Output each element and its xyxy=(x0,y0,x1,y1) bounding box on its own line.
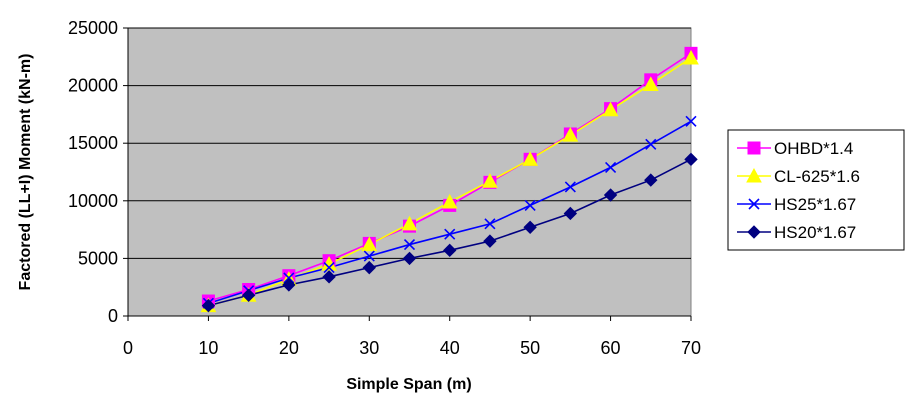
axes xyxy=(123,27,692,321)
data-point-hs20-1-67 xyxy=(241,288,256,302)
y-tick-label: 10000 xyxy=(68,191,118,211)
data-point-hs20-1-67 xyxy=(282,278,296,292)
y-tick-label: 0 xyxy=(108,306,118,326)
data-point-cl-625-1-6 xyxy=(401,215,418,231)
data-point-hs20-1-67 xyxy=(201,298,216,313)
data-point-cl-625-1-6 xyxy=(361,236,378,252)
legend: OHBD*1.4 CL-625*1.6 HS25*1.67 HS20*1.67 xyxy=(727,129,905,251)
data-point-cl-625-1-6 xyxy=(642,76,659,91)
x-tick-labels: 0 10 20 30 40 50 60 70 xyxy=(123,338,701,358)
x-tick-label: 50 xyxy=(520,338,540,358)
data-point-cl-625-1-6 xyxy=(441,193,458,209)
x-tick-label: 10 xyxy=(198,338,218,358)
x-tick-label: 30 xyxy=(359,338,379,358)
data-point-hs20-1-67 xyxy=(523,220,537,235)
data-point-cl-625-1-6 xyxy=(562,127,579,142)
data-point-hs20-1-67 xyxy=(402,251,417,266)
data-point-hs25-1-67 xyxy=(645,138,657,150)
data-point-hs20-1-67 xyxy=(362,260,376,275)
data-point-hs25-1-67 xyxy=(605,161,617,173)
data-point-cl-625-1-6 xyxy=(522,151,538,166)
data-point-cl-625-1-6 xyxy=(602,101,619,117)
data-point-cl-625-1-6 xyxy=(683,49,699,65)
y-tick-label: 15000 xyxy=(68,133,118,153)
x-tick-label: 0 xyxy=(123,338,133,358)
data-point-hs20-1-67 xyxy=(483,234,497,248)
y-tick-label: 20000 xyxy=(68,76,118,96)
legend-label-ohbd-1-4: OHBD*1.4 xyxy=(774,139,853,158)
data-point-hs25-1-67 xyxy=(524,199,536,211)
legend-marker-hs20-1-67 xyxy=(747,225,761,239)
data-point-hs20-1-67 xyxy=(322,270,336,284)
y-tick-label: 25000 xyxy=(68,18,118,38)
legend-marker-cl-625-1-6 xyxy=(746,167,762,183)
data-point-hs25-1-67 xyxy=(685,115,697,127)
legend-label-cl-625-1-6: CL-625*1.6 xyxy=(774,167,860,186)
x-tick-label: 40 xyxy=(440,338,460,358)
data-point-hs20-1-67 xyxy=(563,206,578,221)
x-axis-title: Simple Span (m) xyxy=(346,376,471,393)
legend-label-hs20-1-67: HS20*1.67 xyxy=(774,223,856,242)
y-tick-labels: 0 5000 10000 15000 20000 25000 xyxy=(68,18,118,326)
data-point-hs25-1-67 xyxy=(484,218,496,230)
plot-area xyxy=(127,27,692,317)
data-point-hs25-1-67 xyxy=(403,239,416,251)
data-point-hs25-1-67 xyxy=(283,272,295,284)
x-tick-label: 60 xyxy=(601,338,621,358)
legend-marker-ohbd-1-4 xyxy=(747,141,761,155)
data-point-hs20-1-67 xyxy=(443,243,457,258)
data-point-cl-625-1-6 xyxy=(482,173,498,188)
y-axis-title: Factored (LL+I) Moment (kN-m) xyxy=(17,54,34,291)
data-point-hs25-1-67 xyxy=(444,228,456,240)
legend-label-hs25-1-67: HS25*1.67 xyxy=(774,195,856,214)
x-tick-label: 70 xyxy=(681,338,701,358)
series-markers xyxy=(200,46,699,313)
data-point-hs20-1-67 xyxy=(603,188,618,202)
data-point-hs20-1-67 xyxy=(684,152,698,167)
legend-marker-hs25-1-67 xyxy=(748,198,760,210)
data-point-hs20-1-67 xyxy=(644,173,658,187)
y-tick-label: 5000 xyxy=(78,248,118,268)
data-point-hs25-1-67 xyxy=(363,250,375,262)
x-tick-label: 20 xyxy=(279,338,299,358)
data-point-hs25-1-67 xyxy=(564,181,576,193)
data-point-hs25-1-67 xyxy=(323,262,335,274)
